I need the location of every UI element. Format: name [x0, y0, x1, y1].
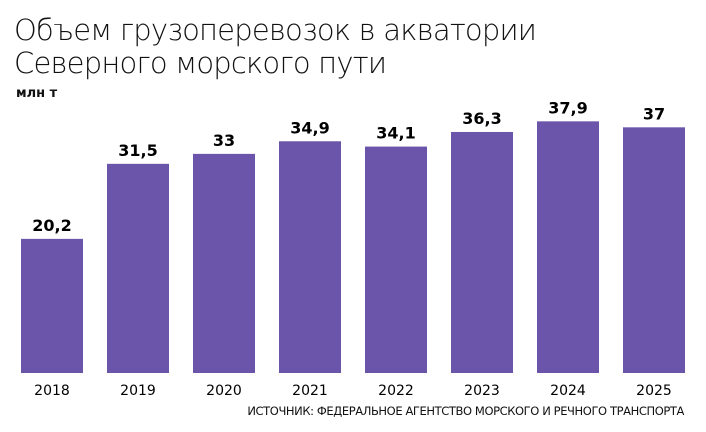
bar-2020 [193, 153, 255, 373]
bar-2022 [365, 146, 427, 373]
data-label: 34,1 [376, 124, 415, 143]
chart-title-line-1: Объем грузоперевозок в акватории [14, 13, 537, 47]
data-label: 37 [643, 104, 665, 123]
data-label: 31,5 [118, 141, 157, 160]
x-tick-label: 2022 [378, 383, 414, 399]
y-axis-unit: млн т [16, 86, 58, 101]
bar-2018 [21, 238, 83, 373]
source-note: ИСТОЧНИК: ФЕДЕРАЛЬНОЕ АГЕНТСТВО МОРСКОГО… [247, 404, 684, 418]
x-tick-label: 2025 [636, 383, 672, 399]
chart-title: Объем грузоперевозок в акватории Северно… [14, 13, 537, 80]
data-label: 33 [213, 131, 235, 150]
data-label: 34,9 [290, 118, 329, 137]
bar-2021 [279, 141, 341, 373]
x-tick-label: 2024 [550, 383, 586, 399]
data-label: 37,9 [548, 98, 587, 117]
data-label: 20,2 [32, 216, 71, 235]
x-tick-label: 2018 [34, 383, 70, 399]
bar-2019 [107, 163, 169, 373]
x-tick-label: 2020 [206, 383, 242, 399]
bar-2025 [623, 127, 685, 373]
x-tick-label: 2019 [120, 383, 156, 399]
bar-2023 [451, 131, 513, 373]
data-label: 36,3 [462, 109, 501, 128]
x-tick-label: 2021 [292, 383, 328, 399]
bar-2024 [537, 121, 599, 374]
chart-title-line-2: Северного морского пути [14, 46, 387, 80]
x-tick-label: 2023 [464, 383, 500, 399]
